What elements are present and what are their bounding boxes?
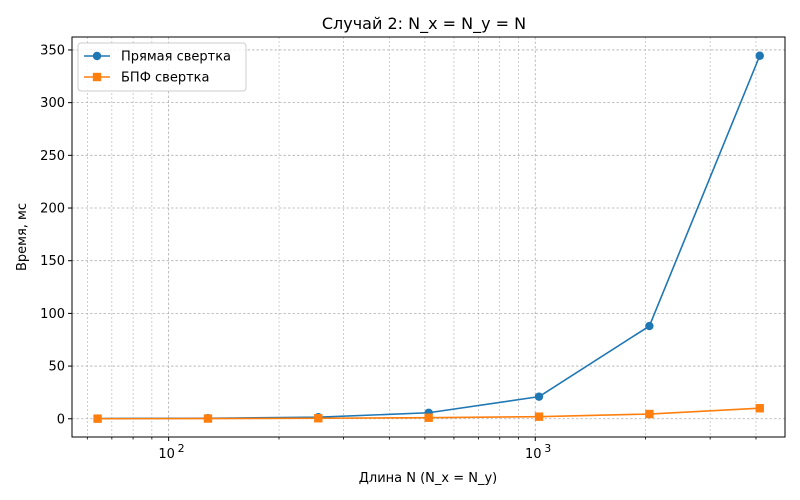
data-point-marker xyxy=(755,404,764,413)
y-axis-label: Время, мс xyxy=(15,203,30,271)
legend-label-2: БПФ свертка xyxy=(121,71,209,86)
legend-marker-2 xyxy=(92,72,102,82)
x-axis-label: Длина N (N_x = N_y) xyxy=(359,471,498,486)
legend-label-1: Прямая свертка xyxy=(121,50,231,65)
x-tick-label: 10 xyxy=(525,447,542,462)
plot-area-frame xyxy=(71,36,786,438)
data-point-marker xyxy=(203,414,213,423)
chart-title: Случай 2: N_x = N_y = N xyxy=(322,14,526,34)
y-tick-label: 100 xyxy=(40,307,65,322)
series-layer xyxy=(93,51,764,423)
grid-lines xyxy=(72,37,785,437)
y-tick-label: 300 xyxy=(40,96,65,111)
y-tick-label: 150 xyxy=(40,254,65,269)
data-point-marker xyxy=(314,414,323,423)
data-point-marker xyxy=(424,413,433,422)
y-tick-label: 350 xyxy=(40,43,65,58)
y-tick-label: 50 xyxy=(48,360,65,375)
data-point-marker xyxy=(93,414,102,423)
legend-frame xyxy=(77,42,247,92)
data-point-marker xyxy=(534,392,544,401)
y-tick-label: 200 xyxy=(40,202,65,217)
x-tick-label: 10 xyxy=(158,447,175,462)
y-tick-label: 0 xyxy=(57,412,65,427)
data-point-marker xyxy=(645,321,654,331)
series-line-1 xyxy=(97,55,761,420)
data-point-marker xyxy=(645,409,654,419)
data-point-marker xyxy=(534,412,544,421)
legend: Прямая свертка БПФ свертка xyxy=(77,42,247,92)
y-tick-label: 250 xyxy=(40,149,65,164)
legend-marker-1 xyxy=(92,51,102,61)
x-tick-label-exponent: 3 xyxy=(544,442,551,455)
data-point-marker xyxy=(755,51,764,60)
x-tick-label-exponent: 2 xyxy=(178,442,185,455)
